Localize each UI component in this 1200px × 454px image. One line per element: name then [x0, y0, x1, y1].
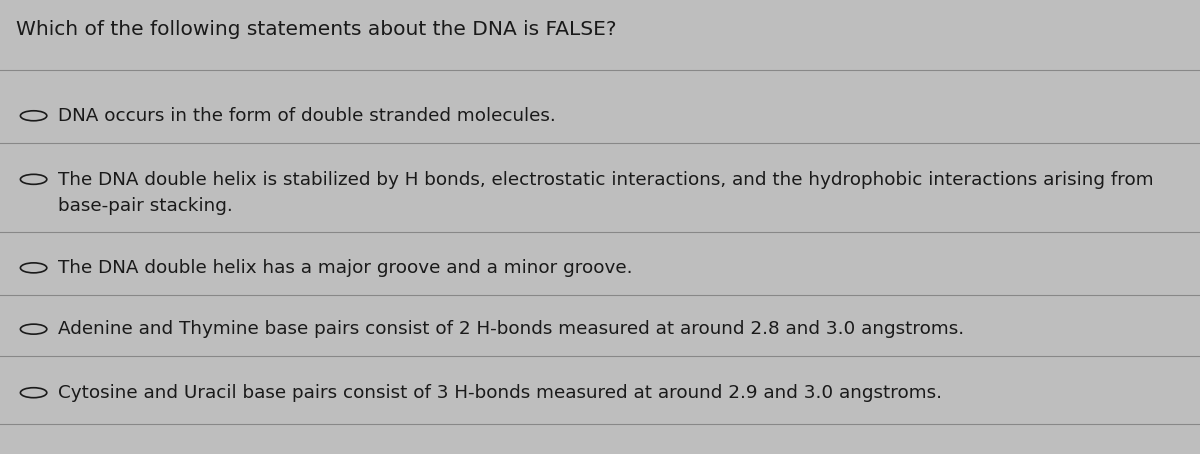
Text: The DNA double helix is stabilized by H bonds, electrostatic interactions, and t: The DNA double helix is stabilized by H … — [58, 171, 1153, 215]
Text: Adenine and Thymine base pairs consist of 2 H-bonds measured at around 2.8 and 3: Adenine and Thymine base pairs consist o… — [58, 320, 964, 338]
Text: The DNA double helix has a major groove and a minor groove.: The DNA double helix has a major groove … — [58, 259, 632, 277]
Text: DNA occurs in the form of double stranded molecules.: DNA occurs in the form of double strande… — [58, 107, 556, 125]
Text: Which of the following statements about the DNA is FALSE?: Which of the following statements about … — [16, 20, 616, 39]
Text: Cytosine and Uracil base pairs consist of 3 H-bonds measured at around 2.9 and 3: Cytosine and Uracil base pairs consist o… — [58, 384, 942, 402]
